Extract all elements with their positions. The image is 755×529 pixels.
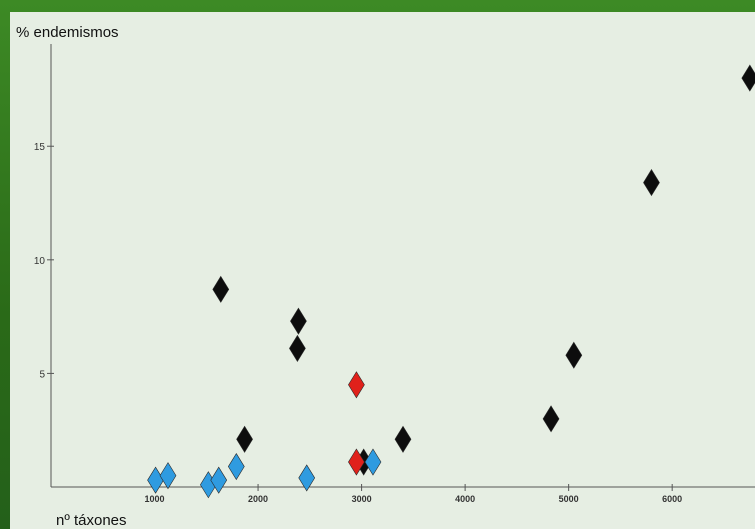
x-tick-label: 6000 <box>662 494 682 504</box>
x-tick-label: 4000 <box>455 494 475 504</box>
data-point <box>348 371 365 399</box>
data-point <box>741 64 755 92</box>
y-axis-title: % endemismos <box>16 24 119 41</box>
data-point <box>348 448 365 476</box>
data-point <box>212 275 230 303</box>
axes <box>50 44 755 488</box>
data-point <box>147 466 164 494</box>
data-point <box>210 466 228 494</box>
data-point <box>159 462 177 490</box>
chart-panel <box>10 12 755 529</box>
data-point <box>289 334 306 362</box>
data-point <box>542 405 560 433</box>
data-point <box>643 169 660 197</box>
data-point <box>364 448 382 476</box>
x-tick-label: 1000 <box>145 494 165 504</box>
ticks-group: 5 10 15 1000 2000 3000 4000 5000 6000 <box>34 142 682 504</box>
data-point <box>227 452 245 481</box>
x-axis-title: nº táxones <box>56 512 127 529</box>
data-point <box>394 425 412 453</box>
x-tick-label: 5000 <box>559 494 579 504</box>
y-tick-label: 5 <box>39 369 45 380</box>
x-tick-label: 3000 <box>352 494 372 504</box>
y-tick-label: 15 <box>34 142 46 153</box>
points-group <box>147 64 755 499</box>
data-point <box>290 307 307 335</box>
data-point <box>236 425 253 453</box>
y-tick-label: 10 <box>34 256 46 267</box>
x-tick-label: 2000 <box>248 494 268 504</box>
data-point <box>298 464 316 492</box>
data-point <box>565 341 583 369</box>
